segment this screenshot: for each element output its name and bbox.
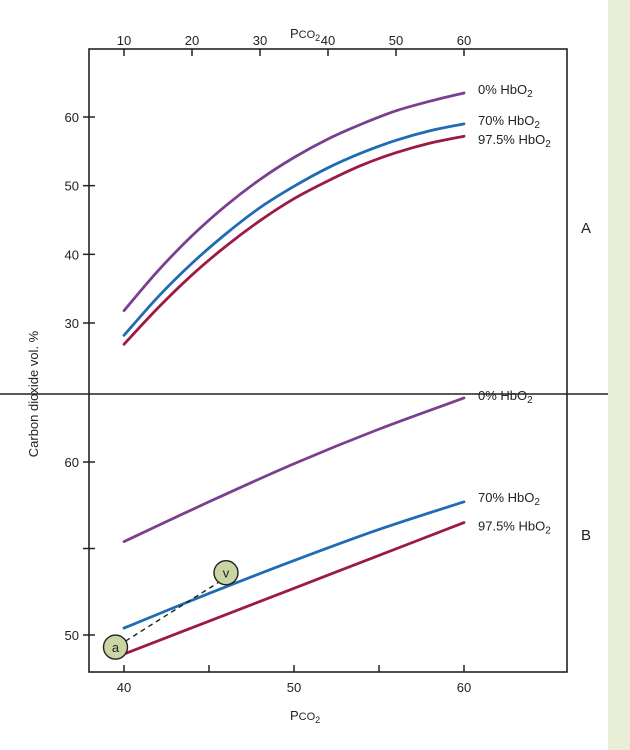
y-tick-label-A-40: 40 (65, 247, 79, 262)
curve-label-B-0: 0% HbO2 (478, 388, 533, 406)
dashed-a-v (125, 582, 219, 642)
y-tick-label-A-50: 50 (65, 179, 79, 194)
curve-B-1 (122, 500, 466, 630)
curve-label-A-1: 70% HbO2 (478, 113, 540, 131)
curve-label-B-2: 97.5% HbO2 (478, 519, 551, 537)
marker-label-v: v (223, 566, 230, 581)
marker-a (102, 634, 129, 660)
panel-label-a: A (581, 220, 591, 237)
top-axis-title: PCO2 (290, 26, 320, 43)
curve-label-B-1: 70% HbO2 (478, 490, 540, 508)
curves (122, 91, 466, 656)
curve-A-0 (122, 91, 466, 313)
x-tick-label-A-60: 60 (457, 33, 471, 48)
y-tick-label-A-60: 60 (65, 110, 79, 125)
curve-A-2 (122, 134, 466, 346)
y-tick-label-B-60: 60 (65, 455, 79, 470)
x-tick-label-A-30: 30 (253, 33, 267, 48)
marker-v (213, 560, 239, 586)
x-tick-label-B-60: 60 (457, 680, 471, 695)
curve-A-1 (122, 122, 466, 337)
curve-B-0 (122, 396, 466, 543)
x-tick-label-A-40: 40 (321, 33, 335, 48)
curve-label-A-2: 97.5% HbO2 (478, 132, 551, 150)
y-tick-label-B-50: 50 (65, 628, 79, 643)
x-tick-label-B-40: 40 (117, 680, 131, 695)
y-tick-label-A-30: 30 (65, 316, 79, 331)
x-tick-label-B-50: 50 (287, 680, 301, 695)
y-axis-title: Carbon dioxide vol. % (26, 330, 41, 457)
x-tick-label-A-10: 10 (117, 33, 131, 48)
side-band (608, 0, 630, 750)
marker-label-a: a (112, 640, 120, 655)
x-tick-label-A-20: 20 (185, 33, 199, 48)
bottom-axis-title: PCO2 (290, 708, 320, 725)
chart-panel (0, 0, 608, 750)
panel-label-b: B (581, 527, 591, 544)
curve-label-A-0: 0% HbO2 (478, 82, 533, 100)
x-tick-label-A-50: 50 (389, 33, 403, 48)
ticks: 10 20 30 40 50 60 30 40 50 60 40 50 60 50 60 (65, 33, 472, 695)
curve-B-2 (122, 521, 466, 656)
